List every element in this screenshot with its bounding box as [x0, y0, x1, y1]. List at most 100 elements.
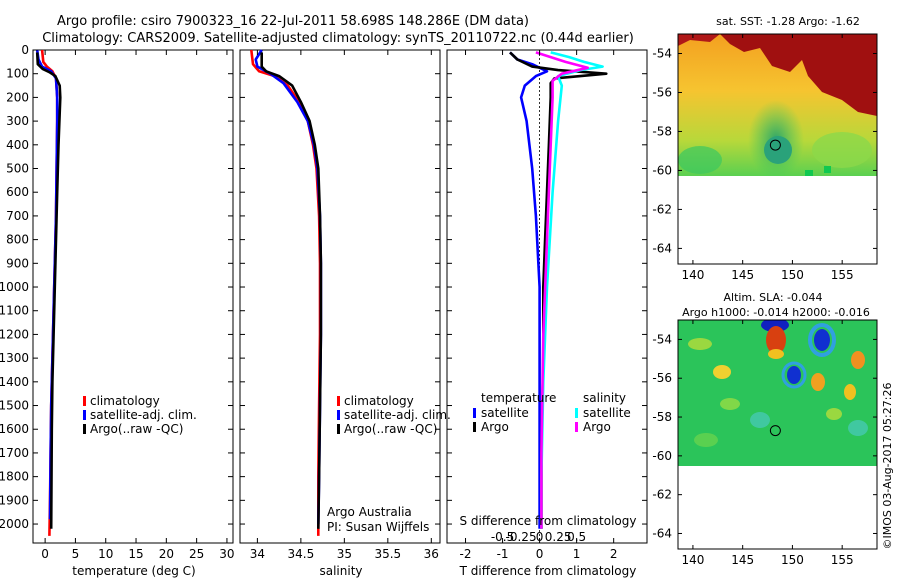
legend-label-s-satellite: satellite: [583, 406, 631, 420]
page-subtitle: Climatology: CARS2009. Satellite-adjuste…: [42, 31, 634, 46]
legend-label-satellite: satellite-adj. clim.: [90, 408, 197, 422]
salinity-plot-lines: [239, 49, 441, 544]
legend-label-argo: Argo(..raw -QC): [90, 422, 183, 436]
salinity-legend: climatology satellite-adj. clim. Argo(..…: [337, 394, 451, 436]
sla-map-axes: 140 145 150 155 -54 -56 -58 -60 -62 -64: [652, 319, 878, 567]
y-tick-label: 500: [6, 162, 29, 176]
map-y-tick-label: -56: [652, 371, 672, 385]
y-tick-label: 900: [6, 256, 29, 270]
map-y-tick-label: -60: [652, 163, 672, 177]
x-tick-label: 0: [536, 547, 544, 561]
map-y-tick-label: -56: [652, 85, 672, 99]
s-diff-tick-label: -0.25: [506, 530, 537, 544]
plot-frame: [32, 49, 234, 544]
float-program-label: Argo Australia: [327, 505, 412, 519]
x-tick-label: 1: [573, 547, 581, 561]
salinity-ticks: 34 34.5 35 35.5 36: [240, 49, 440, 561]
s-diff-tick-label: 0.25: [545, 530, 572, 544]
temperature-xlabel: temperature (deg C): [72, 564, 195, 578]
x-tick-label: 34.5: [288, 547, 315, 561]
legend-swatch-satellite: [337, 410, 340, 420]
legend-swatch-climatology: [337, 396, 340, 406]
salinity-xlabel: salinity: [319, 564, 362, 578]
sla-map-panel: Altim. SLA: -0.044 Argo h1000: -0.014 h2…: [652, 291, 878, 567]
legend-swatch-s-satellite: [575, 408, 578, 418]
map-y-tick-label: -64: [652, 241, 672, 255]
map-x-tick-label: 145: [731, 553, 754, 567]
y-tick-label: 800: [6, 233, 29, 247]
x-tick-label: 5: [72, 547, 80, 561]
map-x-tick-label: 145: [731, 268, 754, 282]
difference-ticks: -2 -1 0 1 2-0.5-0.25 0 0.250.5: [447, 49, 647, 561]
imos-timestamp: ©IMOS 03-Aug-2017 05:27:26: [881, 383, 894, 550]
map-y-tick-label: -62: [652, 488, 672, 502]
sst-map-axes: 140 145 150 155 -54 -56 -58 -60 -62 -64: [652, 33, 878, 282]
sla-field: [678, 320, 877, 466]
legend-swatch-t-satellite: [473, 408, 476, 418]
y-tick-label: 1500: [0, 399, 29, 413]
x-tick-label: 35.5: [374, 547, 401, 561]
legend-label-climatology: climatology: [90, 394, 160, 408]
y-tick-label: 600: [6, 185, 29, 199]
y-tick-label: 1600: [0, 422, 29, 436]
x-tick-label: 34: [250, 547, 265, 561]
y-tick-label: 700: [6, 209, 29, 223]
map-x-tick-label: 155: [831, 268, 854, 282]
float-position-marker: [769, 425, 781, 437]
map-x-tick-label: 140: [681, 553, 704, 567]
temperature-panel: 0 5 10 15 20 25 300100200300400500600700800900…: [0, 43, 235, 578]
sla-map-subtitle: Argo h1000: -0.014 h2000: -0.016: [682, 306, 870, 319]
s-diff-tick-label: 0: [536, 530, 544, 544]
series-line-argo-raw-qc-: [260, 52, 323, 529]
page-title: Argo profile: csiro 7900323_16 22-Jul-20…: [57, 14, 529, 29]
map-x-tick-label: 150: [781, 553, 804, 567]
y-tick-label: 400: [6, 138, 29, 152]
salinity-panel: 34 34.5 35 35.5 36 climatology satellite-adj…: [239, 49, 451, 578]
s-diff-tick-label: -0.5: [491, 530, 514, 544]
x-tick-label: 10: [98, 547, 113, 561]
map-x-tick-label: 140: [681, 268, 704, 282]
y-tick-label: 0: [21, 43, 29, 57]
temperature-ticks: 0 5 10 15 20 25 300100200300400500600700800900…: [0, 43, 235, 561]
map-y-tick-label: -58: [652, 124, 672, 138]
legend-label-s-argo: Argo: [583, 420, 611, 434]
x-tick-label: 36: [424, 547, 439, 561]
legend-label-satellite: satellite-adj. clim.: [344, 408, 451, 422]
y-tick-label: 1200: [0, 327, 29, 341]
legend-header-temperature: temperature: [481, 391, 556, 405]
y-tick-label: 1100: [0, 304, 29, 318]
plot-frame: [446, 49, 648, 544]
map-frame: [677, 33, 878, 265]
y-tick-label: 1700: [0, 446, 29, 460]
plot-frame: [239, 49, 441, 544]
x-tick-label: -2: [460, 547, 472, 561]
legend-swatch-s-argo: [575, 422, 578, 432]
legend-swatch-argo: [83, 424, 86, 434]
x-tick-label: 0: [41, 547, 49, 561]
legend-swatch-t-argo: [473, 422, 476, 432]
series-line-satellite-adj-clim-: [254, 49, 323, 525]
map-y-tick-label: -62: [652, 202, 672, 216]
temperature-plot-lines: [32, 49, 234, 544]
x-tick-label: 15: [128, 547, 143, 561]
legend-swatch-climatology: [83, 396, 86, 406]
s-difference-label: S difference from climatology: [460, 514, 637, 528]
y-tick-label: 200: [6, 90, 29, 104]
x-tick-label: 25: [189, 547, 204, 561]
difference-panel: -2 -1 0 1 2-0.5-0.25 0 0.250.5 temperature sal…: [446, 49, 648, 578]
map-x-tick-label: 155: [831, 553, 854, 567]
sst-field: [678, 34, 877, 176]
y-tick-label: 300: [6, 114, 29, 128]
s-diff-tick-label: 0.5: [567, 530, 586, 544]
y-tick-label: 2000: [0, 517, 29, 531]
y-tick-label: 1000: [0, 280, 29, 294]
legend-label-t-argo: Argo: [481, 420, 509, 434]
y-tick-label: 1900: [0, 493, 29, 507]
x-tick-label: 2: [610, 547, 618, 561]
legend-label-t-satellite: satellite: [481, 406, 529, 420]
y-tick-label: 1300: [0, 351, 29, 365]
legend-label-argo: Argo(..raw -QC): [344, 422, 437, 436]
difference-plot-lines: [446, 49, 648, 544]
y-tick-label: 1400: [0, 375, 29, 389]
